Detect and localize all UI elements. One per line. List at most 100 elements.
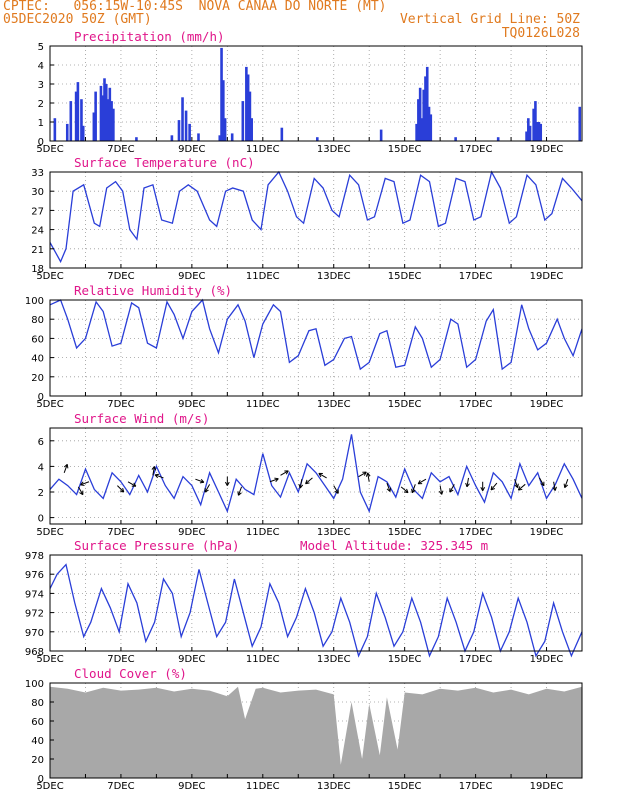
wind-arrow	[318, 472, 327, 479]
y-tick-label: 20	[31, 373, 44, 384]
x-tick-label: 13DEC	[317, 781, 351, 792]
y-tick-label: 2	[38, 99, 44, 110]
precip-bar	[53, 118, 57, 141]
header-model-id: TQ0126L028	[501, 26, 580, 41]
precip-bar	[417, 99, 420, 141]
precip-bar	[230, 133, 234, 141]
y-tick-label: 970	[25, 628, 44, 639]
wind-arrow-head	[517, 483, 519, 488]
wind-arrow-head	[204, 489, 209, 493]
model-altitude: Model Altitude: 325.345 m	[300, 538, 488, 553]
y-tick-label: 4	[38, 462, 44, 473]
wind-arrow-head	[554, 486, 557, 491]
wind-arrow	[564, 479, 569, 488]
precip-bar	[578, 106, 582, 141]
x-tick-label: 15DEC	[388, 271, 422, 282]
x-tick-label: 17DEC	[459, 654, 493, 665]
wind-arrow-head	[514, 484, 519, 489]
panel-frame	[49, 682, 583, 779]
y-tick-label: 972	[25, 609, 44, 620]
precip-bar	[245, 66, 248, 141]
wind-arrow-head	[318, 473, 322, 478]
precip-bar	[94, 91, 97, 141]
x-tick-label: 11DEC	[246, 399, 280, 410]
wind-arrow-head	[237, 491, 239, 496]
x-tick-label: 19DEC	[530, 399, 564, 410]
x-tick-label: 9DEC	[178, 781, 205, 792]
precip-bar	[532, 108, 535, 141]
panel-title: Surface Wind (m/s)	[74, 411, 209, 426]
precip-bar	[379, 129, 383, 141]
precip-bar	[65, 123, 69, 141]
wind-arrow-head	[274, 477, 279, 480]
precip-bar	[248, 91, 252, 141]
wind-arrow-head	[367, 472, 371, 477]
wind-arrow-head	[482, 487, 486, 491]
wind-arrow-head	[438, 491, 443, 495]
precip-bar	[241, 101, 245, 141]
precip-bar	[104, 84, 108, 141]
wind-arrow-head	[224, 481, 228, 486]
x-tick-label: 13DEC	[317, 527, 351, 538]
wind-arrow-head	[151, 466, 155, 470]
x-tick-label: 17DEC	[459, 781, 493, 792]
x-tick-label: 15DEC	[388, 654, 422, 665]
precip-bar	[537, 122, 541, 141]
x-tick-label: 7DEC	[107, 781, 134, 792]
x-tick-label: 15DEC	[388, 144, 422, 155]
wind-arrow	[77, 486, 84, 495]
wind-arrow-head	[480, 487, 484, 491]
wind-arrow-head	[133, 482, 137, 487]
x-tick-label: 17DEC	[459, 271, 493, 282]
y-tick-label: 0	[38, 774, 44, 785]
y-tick-label: 18	[31, 264, 44, 275]
wind-arrow	[154, 474, 164, 479]
wind-arrow-head	[153, 466, 157, 471]
panel-title: Surface Temperature (nC)	[74, 155, 255, 170]
series-line	[49, 298, 583, 371]
wind-arrow	[63, 464, 68, 473]
precip-bar	[135, 137, 138, 141]
y-tick-label: 0	[38, 137, 44, 148]
x-tick-label: 19DEC	[530, 144, 564, 155]
precip-bar	[81, 125, 85, 141]
x-tick-label: 13DEC	[317, 654, 351, 665]
precip-bar	[80, 99, 83, 141]
precip-bar	[197, 133, 200, 141]
wind-arrow-head	[552, 487, 556, 491]
wind-arrow	[204, 484, 211, 493]
x-tick-label: 5DEC	[36, 654, 63, 665]
wind-arrow-head	[334, 490, 339, 494]
panel-frame	[49, 299, 583, 397]
wind-arrow-head	[305, 482, 310, 485]
wind-arrow-head	[417, 480, 421, 484]
panel-title: Surface Pressure (hPa)	[74, 538, 240, 553]
precip-bar	[415, 123, 418, 141]
wind-arrow	[237, 486, 242, 496]
wind-arrow-head	[564, 484, 569, 489]
wind-arrow-head	[154, 474, 159, 479]
wind-arrow	[386, 482, 391, 492]
wind-arrow	[280, 470, 289, 476]
x-tick-label: 7DEC	[107, 527, 134, 538]
precip-bar	[112, 108, 115, 141]
precip-bar	[316, 137, 319, 141]
precip-bar	[188, 123, 191, 141]
wind-arrow	[152, 466, 155, 476]
wind-arrow-head	[298, 484, 301, 489]
x-tick-label: 11DEC	[246, 271, 280, 282]
precip-bar	[525, 131, 528, 141]
x-tick-label: 11DEC	[246, 781, 280, 792]
series-line	[49, 434, 583, 514]
x-tick-label: 9DEC	[178, 527, 205, 538]
wind-arrow	[117, 485, 125, 493]
y-tick-label: 24	[31, 226, 44, 237]
wind-arrow	[195, 478, 205, 483]
y-tick-label: 30	[31, 187, 44, 198]
y-tick-label: 974	[25, 589, 44, 600]
wind-arrow-head	[411, 489, 416, 494]
precip-bar	[280, 127, 284, 141]
wind-arrow-head	[363, 471, 367, 476]
wind-arrow-head	[66, 464, 69, 469]
